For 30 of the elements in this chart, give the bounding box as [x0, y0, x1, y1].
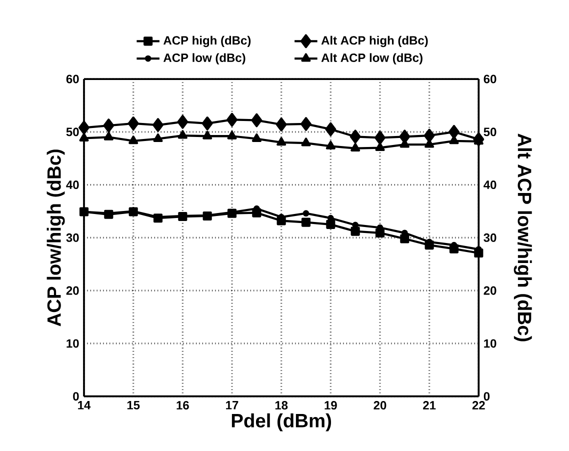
- y-tick-label: 60: [66, 74, 79, 84]
- legend-label: ACP high (dBc): [163, 36, 251, 48]
- y-tick-label: 0: [73, 392, 79, 401]
- y2-tick-label: 0: [484, 392, 490, 401]
- y-tick-label: 30: [66, 233, 79, 242]
- x-tick-label: 21: [423, 401, 436, 410]
- x-tick-label: 16: [176, 401, 189, 410]
- x-tick-label: 19: [324, 401, 337, 410]
- y2-tick-label: 10: [484, 339, 496, 348]
- x-tick-label: 14: [78, 401, 91, 410]
- y2-tick-label: 30: [484, 233, 496, 242]
- y-tick-label: 50: [66, 128, 79, 136]
- y2-tick-label: 60: [484, 74, 496, 84]
- x-tick-label: 17: [226, 401, 238, 410]
- y2-tick-label: 20: [484, 286, 496, 295]
- legend-label: Alt ACP low (dBc): [321, 53, 422, 64]
- x-axis-title: Pdel (dBm): [232, 413, 332, 432]
- x-tick-label: 15: [127, 401, 140, 410]
- legend-label: Alt ACP high (dBc): [321, 36, 428, 48]
- y-tick-label: 10: [66, 339, 79, 348]
- x-tick-label: 20: [374, 401, 386, 410]
- y2-tick-label: 40: [484, 180, 496, 190]
- legend-label: ACP low (dBc): [163, 53, 246, 64]
- y2-axis-title: Alt ACP low/high (dBc): [514, 134, 532, 342]
- y-axis-title: ACP low/high (dBc): [46, 150, 65, 326]
- x-tick-label: 22: [472, 401, 485, 410]
- y2-tick-label: 50: [484, 128, 496, 136]
- x-tick-label: 18: [275, 401, 288, 410]
- y-tick-label: 20: [66, 286, 79, 295]
- y-tick-label: 40: [66, 180, 79, 190]
